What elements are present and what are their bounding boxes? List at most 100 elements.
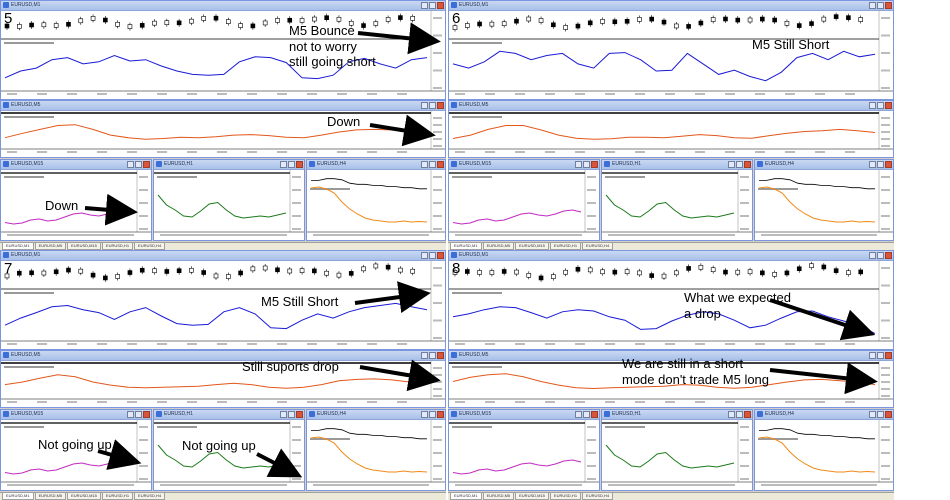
close-icon[interactable] [437, 2, 444, 9]
window-titlebar[interactable]: EURUSD,H1 [602, 410, 752, 420]
window-titlebar[interactable]: EURUSD,H4 [307, 410, 445, 420]
close-icon[interactable] [744, 161, 751, 168]
close-icon[interactable] [143, 411, 150, 418]
chart-tab[interactable]: EURUSD,H4 [582, 493, 614, 500]
chart-window-b[interactable]: EURUSD,M5 [0, 350, 446, 408]
maximize-icon[interactable] [736, 161, 743, 168]
close-icon[interactable] [885, 102, 892, 109]
chart-tab[interactable]: EURUSD,M5 [34, 493, 67, 500]
minimize-icon[interactable] [421, 352, 428, 359]
maximize-icon[interactable] [429, 252, 436, 259]
maximize-icon[interactable] [877, 102, 884, 109]
chart-window-e[interactable]: EURUSD,H4 [754, 159, 894, 241]
minimize-icon[interactable] [575, 161, 582, 168]
chart-window-e[interactable]: EURUSD,H4 [306, 409, 446, 491]
minimize-icon[interactable] [869, 352, 876, 359]
maximize-icon[interactable] [135, 161, 142, 168]
maximize-icon[interactable] [288, 161, 295, 168]
window-titlebar[interactable]: EURUSD,M5 [1, 101, 445, 111]
chart-plot[interactable] [449, 101, 893, 157]
chart-tab[interactable]: EURUSD,H4 [582, 243, 614, 250]
window-titlebar[interactable]: EURUSD,M1 [1, 251, 445, 261]
maximize-icon[interactable] [877, 411, 884, 418]
chart-window-e[interactable]: EURUSD,H4 [306, 159, 446, 241]
window-titlebar[interactable]: EURUSD,H1 [602, 160, 752, 170]
close-icon[interactable] [143, 161, 150, 168]
minimize-icon[interactable] [127, 411, 134, 418]
close-icon[interactable] [591, 411, 598, 418]
close-icon[interactable] [591, 161, 598, 168]
window-titlebar[interactable]: EURUSD,M15 [1, 160, 151, 170]
window-titlebar[interactable]: EURUSD,M5 [449, 351, 893, 361]
chart-plot[interactable] [449, 251, 893, 349]
chart-tab[interactable]: EURUSD,H4 [134, 493, 166, 500]
minimize-icon[interactable] [728, 411, 735, 418]
maximize-icon[interactable] [877, 352, 884, 359]
chart-plot[interactable] [449, 1, 893, 99]
chart-window-d[interactable]: EURUSD,H1 [153, 159, 305, 241]
minimize-icon[interactable] [869, 2, 876, 9]
minimize-icon[interactable] [421, 2, 428, 9]
minimize-icon[interactable] [869, 411, 876, 418]
close-icon[interactable] [885, 411, 892, 418]
chart-plot[interactable] [307, 160, 445, 240]
minimize-icon[interactable] [127, 161, 134, 168]
chart-plot[interactable] [1, 251, 445, 349]
maximize-icon[interactable] [135, 411, 142, 418]
maximize-icon[interactable] [877, 252, 884, 259]
chart-window-d[interactable]: EURUSD,H1 [601, 409, 753, 491]
chart-tab[interactable]: EURUSD,M1 [450, 243, 482, 250]
chart-plot[interactable] [602, 410, 752, 490]
chart-window-c[interactable]: EURUSD,M15 [448, 409, 600, 491]
close-icon[interactable] [296, 411, 303, 418]
minimize-icon[interactable] [869, 102, 876, 109]
chart-plot[interactable] [1, 101, 445, 157]
minimize-icon[interactable] [575, 411, 582, 418]
window-titlebar[interactable]: EURUSD,M15 [449, 160, 599, 170]
chart-tab[interactable]: EURUSD,M15 [515, 243, 549, 250]
minimize-icon[interactable] [421, 102, 428, 109]
chart-plot[interactable] [602, 160, 752, 240]
maximize-icon[interactable] [877, 2, 884, 9]
chart-window-b[interactable]: EURUSD,M5 [0, 100, 446, 158]
chart-tab[interactable]: EURUSD,M5 [34, 243, 67, 250]
chart-tab[interactable]: EURUSD,M15 [515, 493, 549, 500]
chart-window-a[interactable]: EURUSD,M1 [448, 250, 894, 350]
chart-tab[interactable]: EURUSD,H1 [101, 493, 134, 500]
close-icon[interactable] [437, 352, 444, 359]
window-titlebar[interactable]: EURUSD,M15 [1, 410, 151, 420]
window-titlebar[interactable]: EURUSD,H4 [755, 160, 893, 170]
close-icon[interactable] [437, 102, 444, 109]
maximize-icon[interactable] [583, 411, 590, 418]
maximize-icon[interactable] [736, 411, 743, 418]
window-titlebar[interactable]: EURUSD,H4 [755, 410, 893, 420]
chart-plot[interactable] [1, 1, 445, 99]
close-icon[interactable] [744, 411, 751, 418]
maximize-icon[interactable] [429, 352, 436, 359]
minimize-icon[interactable] [421, 252, 428, 259]
close-icon[interactable] [437, 411, 444, 418]
close-icon[interactable] [437, 161, 444, 168]
chart-tab[interactable]: EURUSD,M5 [482, 493, 515, 500]
chart-window-a[interactable]: EURUSD,M1 [0, 250, 446, 350]
chart-tab[interactable]: EURUSD,M1 [450, 493, 482, 500]
close-icon[interactable] [296, 161, 303, 168]
window-titlebar[interactable]: EURUSD,H1 [154, 410, 304, 420]
window-titlebar[interactable]: EURUSD,M15 [449, 410, 599, 420]
chart-tab[interactable]: EURUSD,M15 [67, 493, 101, 500]
chart-window-c[interactable]: EURUSD,M15 [448, 159, 600, 241]
chart-plot[interactable] [449, 160, 599, 240]
maximize-icon[interactable] [583, 161, 590, 168]
close-icon[interactable] [885, 2, 892, 9]
chart-window-d[interactable]: EURUSD,H1 [601, 159, 753, 241]
chart-plot[interactable] [1, 351, 445, 407]
chart-window-a[interactable]: EURUSD,M1 [448, 0, 894, 100]
chart-window-c[interactable]: EURUSD,M15 [0, 159, 152, 241]
chart-tab[interactable]: EURUSD,M15 [67, 243, 101, 250]
minimize-icon[interactable] [869, 252, 876, 259]
minimize-icon[interactable] [869, 161, 876, 168]
close-icon[interactable] [885, 252, 892, 259]
window-titlebar[interactable]: EURUSD,M1 [449, 1, 893, 11]
close-icon[interactable] [885, 161, 892, 168]
window-titlebar[interactable]: EURUSD,M5 [449, 101, 893, 111]
